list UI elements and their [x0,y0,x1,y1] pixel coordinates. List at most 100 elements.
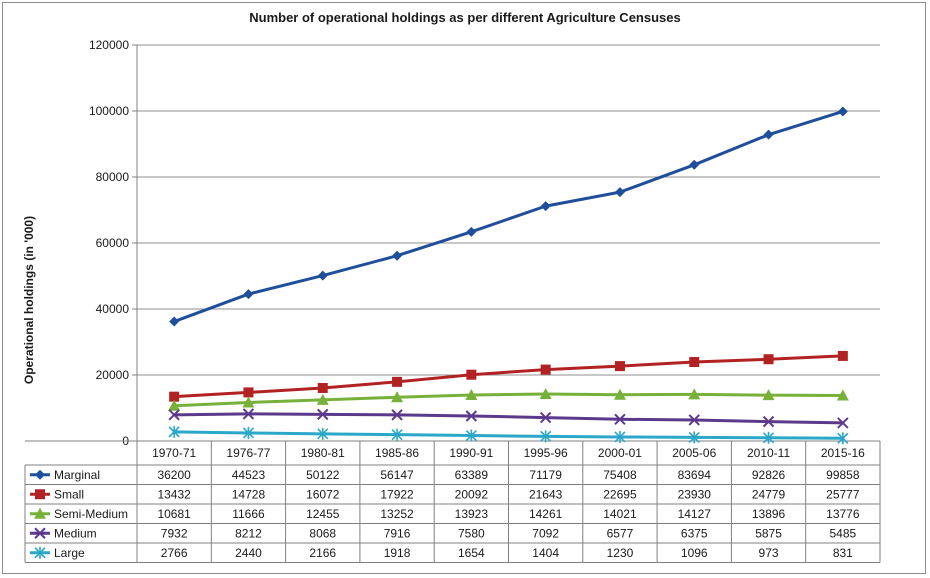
table-value-medium: 7580 [458,526,485,540]
data-point-semi-medium [242,396,255,408]
data-point-medium [837,417,849,429]
table-value-semi-medium: 11666 [232,507,265,521]
data-point-small [689,357,700,368]
data-point-large [242,426,255,439]
data-point-small [837,350,848,361]
series-line-small [172,354,845,399]
x-tick-label: 1990-91 [449,446,493,460]
table-value-small: 20092 [455,487,489,501]
data-point-semi-medium [613,388,626,400]
table-value-medium: 5875 [755,526,782,540]
table-value-small: 13432 [157,487,191,501]
table-value-marginal: 83694 [678,468,712,482]
table-value-marginal: 56147 [380,468,414,482]
data-point-small [317,382,328,393]
legend-label-small: Small [54,487,84,501]
data-point-small [614,361,625,372]
data-point-small [466,369,477,380]
table-value-marginal: 75408 [603,468,637,482]
data-point-medium [317,408,329,421]
table-value-semi-medium: 10681 [157,507,191,521]
legend-label-semi-medium: Semi-Medium [54,507,128,521]
table-value-small: 17922 [380,487,414,501]
data-point-semi-medium [762,389,775,401]
table-value-medium: 8212 [235,526,262,540]
table-value-large: 1096 [681,546,708,560]
table-value-semi-medium: 13923 [455,507,489,521]
table-value-marginal: 36200 [157,468,191,482]
y-tick-label: 100000 [89,104,129,118]
data-point-large [317,427,329,440]
data-point-marginal [763,129,774,140]
legend-key-marker-large [34,546,46,559]
data-point-medium [614,413,626,426]
table-value-large: 1230 [607,546,634,560]
table-value-semi-medium: 13776 [826,507,860,521]
table-value-small: 24779 [752,487,786,501]
x-tick-label: 2005-06 [672,446,716,460]
table-value-small: 16072 [306,487,340,501]
table-value-marginal: 99858 [826,468,860,482]
table-value-marginal: 92826 [752,468,786,482]
data-point-semi-medium [391,391,404,403]
x-tick-label: 1995-96 [524,446,568,460]
y-tick-label: 40000 [96,302,130,316]
data-point-large [465,429,477,442]
data-point-semi-medium [539,387,552,399]
data-point-marginal [837,106,848,117]
data-point-small [540,364,551,375]
y-tick-label: 120000 [89,38,129,52]
table-value-semi-medium: 12455 [306,507,340,521]
legend-label-large: Large [54,546,85,560]
table-value-large: 1654 [458,546,485,560]
table-value-large: 2440 [235,546,262,560]
data-point-large [837,432,849,445]
table-value-marginal: 63389 [455,468,489,482]
table-value-marginal: 50122 [306,468,340,482]
data-point-medium [762,415,775,428]
legend-label-medium: Medium [54,526,97,540]
data-point-marginal [392,250,403,261]
table-value-marginal: 44523 [232,468,266,482]
series-line-marginal [172,109,845,324]
x-tick-label: 1970-71 [152,446,196,460]
table-value-large: 831 [833,546,853,560]
data-point-semi-medium [836,389,849,401]
y-tick-label: 80000 [96,170,130,184]
data-point-semi-medium [168,399,181,411]
table-value-medium: 6375 [681,526,708,540]
data-point-medium [391,409,403,421]
data-point-marginal [614,187,625,198]
y-tick-label: 20000 [96,368,130,382]
table-value-small: 21643 [529,487,563,501]
data-point-semi-medium [688,388,701,400]
series-line-semi-medium [172,392,845,408]
data-point-marginal [243,289,254,300]
table-value-large: 1404 [532,546,559,560]
table-value-small: 14728 [232,487,266,501]
table-value-medium: 7916 [384,526,411,540]
table-value-semi-medium: 14261 [529,507,563,521]
table-value-semi-medium: 13252 [380,507,414,521]
data-point-large [540,430,552,443]
data-point-small [169,391,180,402]
legend-key-marker-small [35,489,45,500]
table-value-semi-medium: 13896 [752,507,786,521]
table-value-small: 25777 [826,487,860,501]
table-value-large: 2166 [309,546,336,560]
legend-key-marker-marginal [35,469,45,480]
series-line-large [172,430,845,440]
table-value-small: 23930 [678,487,712,501]
table-value-marginal: 71179 [529,468,562,482]
data-point-semi-medium [465,389,478,401]
legend-label-marginal: Marginal [54,468,100,482]
data-point-marginal [317,270,328,281]
data-point-marginal [169,316,180,327]
table-value-small: 22695 [603,487,637,501]
data-point-large [614,430,626,443]
legend-key-marker-medium [34,527,46,539]
y-tick-label: 60000 [96,236,130,250]
data-point-small [243,387,254,398]
